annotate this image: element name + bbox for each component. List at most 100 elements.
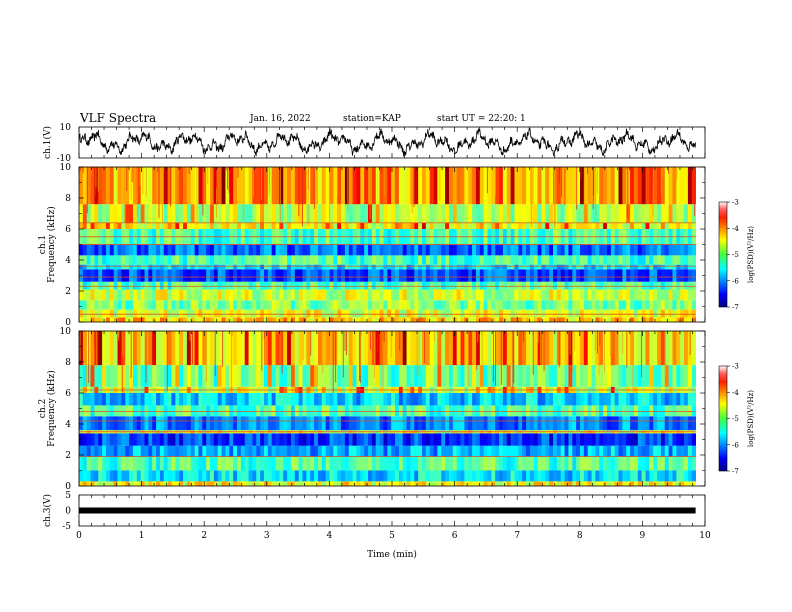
ch1-spectrogram-cell [660, 167, 666, 205]
ch1-spectrogram-cell [499, 309, 504, 318]
ch2-spectrogram-ytick-label: 2 [65, 451, 71, 461]
ch2-spectrogram-cell [637, 433, 643, 446]
ch2-spectrogram-cell [491, 445, 496, 457]
ch1-spectrogram-cell [572, 255, 577, 265]
ch2-spectrogram-cell [429, 456, 434, 471]
ch1-spectrogram-cell [156, 281, 161, 290]
ch1-spectrogram-cell [583, 300, 589, 310]
ch1-spectrogram-cell [337, 300, 342, 310]
ch2-spectrogram-cell [244, 331, 249, 366]
ch2-spectrogram-cell [102, 456, 107, 471]
ch1-spectrogram-cell [267, 255, 273, 265]
ch2-spectrogram-cell [140, 445, 145, 457]
ch2-spectrogram-cell [298, 405, 303, 417]
ch1-spectrogram-cell [113, 300, 118, 310]
ch2-spectrogram-cell [676, 445, 681, 457]
ch1-spectrogram-cell [221, 317, 226, 322]
ch1-spectrogram-cell [429, 204, 434, 223]
ch1-spectrogram-cell [472, 317, 477, 322]
ch2-spectrogram-cell [560, 445, 565, 457]
ch2-spectrogram-cell [622, 365, 627, 387]
ch1-spectrogram-cell [136, 255, 142, 265]
ch2-spectrogram-cell [221, 365, 226, 387]
ch2-spectrogram-cell [487, 470, 492, 482]
ch1-spectrogram-cell [194, 281, 199, 290]
ch2-spectrogram-cell [260, 405, 265, 417]
ch1-spectrogram-cell [156, 255, 161, 265]
ch2-spectrogram-cell [522, 445, 527, 457]
ch2-spectrogram-cell [406, 393, 411, 406]
ch1-spectrogram-cell [202, 281, 207, 290]
ch1-spectrogram-cell [622, 317, 627, 322]
ch1-spectrogram-cell [395, 204, 400, 223]
ch2-spectrogram-cell [337, 456, 342, 471]
ch1-spectrogram-cell [94, 309, 99, 318]
ch1-spectrogram-cell [421, 269, 427, 282]
ch1-spectrogram-cell [583, 204, 589, 223]
ch1-spectrogram-cell [159, 204, 165, 223]
ch1-spectrogram-cell [564, 167, 569, 205]
ch2-spectrogram-cell [221, 405, 226, 417]
ch1-spectrogram-cell [348, 244, 354, 256]
ch1-spectrogram-cell [360, 309, 365, 318]
ch1-spectrogram-cell [302, 269, 307, 282]
ch1-spectrogram-cell [499, 167, 504, 205]
ch2-spectrogram-cell [229, 393, 234, 406]
ch1-spectrogram-cell [121, 167, 126, 205]
ch1-spectrogram-cell [167, 204, 172, 223]
ch1-spectrogram-cell [317, 167, 323, 205]
ch2-spectrogram-cell [229, 445, 234, 457]
ch1-spectrogram-cell [445, 317, 450, 322]
ch2-spectrogram-cell [210, 470, 215, 482]
ch3-ytick-label: 0 [65, 507, 71, 517]
ch1-spectrogram-cell [221, 264, 226, 270]
ch2-spectrogram-cell [641, 456, 646, 471]
ch1-spectrogram-cell [591, 222, 596, 229]
ch2-spectrogram-cell [576, 331, 581, 366]
ch1-spectrogram-cell [441, 204, 446, 223]
ch1-spectrogram-cell [664, 204, 670, 223]
ch1-spectrogram-cell [144, 289, 149, 301]
ch1-spectrogram-cell [202, 222, 207, 229]
ch1-spectrogram-cell [680, 300, 685, 310]
ch1-spectrogram-cell [568, 244, 573, 256]
ch1-spectrogram-cell [649, 222, 654, 229]
ch1-spectrogram-cell [622, 289, 627, 301]
ch1-spectrogram-cell [148, 289, 153, 301]
ch2-spectrogram-cell [159, 433, 165, 446]
ch2-spectrogram-cell [179, 405, 184, 417]
ch1-spectrogram-cell [499, 255, 504, 265]
ch1-spectrogram-cell [637, 244, 643, 256]
ch2-spectrogram-cell [125, 365, 130, 387]
ch1-spectrogram-cell [341, 204, 346, 223]
ch1-spectrogram-cell [344, 300, 350, 310]
ch1-spectrogram-cell [606, 281, 612, 290]
ch2-spectrogram-cell [603, 416, 608, 431]
ch1-spectrogram-cell [379, 244, 384, 256]
ch2-spectrogram-cell [398, 481, 404, 486]
ch1-spectrogram-cell [541, 244, 546, 256]
ch1-spectrogram-cell [129, 300, 134, 310]
ch2-spectrogram-cell [337, 331, 342, 366]
ch2-spectrogram-cell [468, 456, 473, 471]
ch1-spectrogram-cell [136, 244, 142, 256]
ch1-spectrogram-cell [240, 309, 246, 318]
ch2-spectrogram-cell [121, 331, 126, 366]
ch1-spectrogram-cell [545, 300, 550, 310]
ch2-spectrogram-cell [314, 470, 319, 482]
ch1-spectrogram-cell [487, 289, 492, 301]
ch1-spectrogram-cell [576, 269, 581, 282]
ch1-spectrogram-cell [156, 204, 161, 223]
ch2-spectrogram-cell [495, 405, 500, 417]
ch2-spectrogram-cell [452, 433, 458, 446]
ch2-spectrogram-cell [329, 416, 334, 431]
ch2-spectrogram-cell [514, 456, 519, 471]
ch2-spectrogram-cell [664, 481, 670, 486]
ch2-spectrogram-cell [113, 405, 118, 417]
ch2-spectrogram-cell [341, 433, 346, 446]
ch2-spectrogram-cell [479, 456, 485, 471]
ch1-spectrogram-cell [186, 167, 192, 205]
ch2-spectrogram-cell [140, 365, 145, 387]
ch1-spectrogram-cell [267, 309, 273, 318]
ch1-spectrogram-cell [352, 281, 357, 290]
